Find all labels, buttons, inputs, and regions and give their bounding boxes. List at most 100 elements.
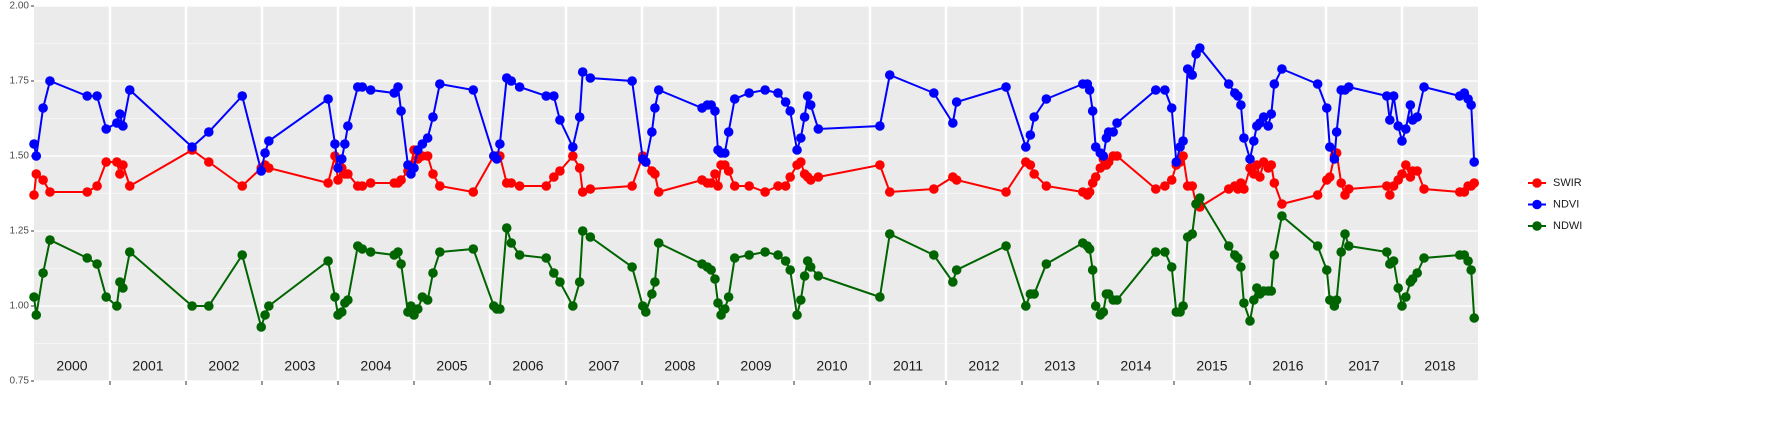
data-point [428, 169, 438, 179]
data-point [805, 262, 816, 272]
data-point [343, 121, 353, 131]
year-label: 2016 [1272, 358, 1303, 374]
data-point [204, 301, 214, 311]
data-point [720, 304, 730, 314]
data-point [929, 250, 939, 260]
data-point [729, 94, 740, 104]
data-point [577, 187, 588, 197]
data-point [1393, 121, 1403, 131]
data-point [710, 106, 720, 116]
data-point [1325, 172, 1335, 182]
legend-marker [1532, 221, 1542, 231]
data-point [1236, 262, 1246, 272]
data-point [393, 82, 403, 92]
data-point [541, 253, 552, 263]
data-point [568, 142, 578, 152]
data-point [1466, 100, 1476, 110]
data-point [1269, 250, 1280, 260]
data-point [1321, 265, 1332, 275]
data-point [333, 175, 343, 185]
data-point [549, 172, 559, 182]
data-point [706, 265, 716, 275]
data-point [723, 127, 734, 137]
data-point [92, 259, 102, 269]
y-tick-label: 1.75 [10, 76, 30, 87]
data-point [585, 232, 596, 242]
data-point [187, 301, 197, 311]
data-point [1239, 184, 1249, 194]
data-point [951, 97, 962, 107]
data-point [1233, 91, 1243, 101]
data-point [365, 178, 376, 188]
data-point [112, 301, 122, 311]
data-point [1021, 142, 1031, 152]
data-point [1397, 136, 1407, 146]
data-point [805, 175, 816, 185]
data-point [333, 163, 343, 173]
data-point [568, 151, 578, 161]
data-point [1344, 184, 1354, 194]
data-point [802, 91, 813, 101]
data-point [574, 163, 585, 173]
year-label: 2010 [816, 358, 847, 374]
data-point [875, 121, 885, 131]
data-point [1266, 286, 1277, 296]
data-point [653, 85, 664, 95]
data-point [45, 235, 55, 245]
data-point [875, 292, 885, 302]
data-point [1269, 79, 1280, 89]
data-point [1325, 142, 1335, 152]
data-point [1021, 301, 1031, 311]
year-label: 2012 [968, 358, 999, 374]
data-point [1160, 85, 1170, 95]
data-point [330, 139, 340, 149]
data-point [337, 307, 347, 317]
data-point [1150, 85, 1161, 95]
data-point [323, 178, 333, 188]
data-point [1166, 103, 1177, 113]
data-point [506, 178, 517, 188]
year-label: 2003 [284, 358, 315, 374]
data-point [785, 106, 795, 116]
data-point [799, 112, 810, 122]
data-point [813, 271, 824, 281]
data-point [760, 85, 770, 95]
data-point [1419, 253, 1429, 263]
data-point [1312, 190, 1323, 200]
data-point [1266, 160, 1277, 170]
data-point [650, 103, 660, 113]
data-point [574, 112, 585, 122]
data-point [1412, 112, 1422, 122]
data-point [1178, 301, 1188, 311]
data-point [1266, 109, 1277, 119]
data-point [337, 154, 347, 164]
y-tick-label: 0.75 [10, 376, 30, 387]
legend-marker [1532, 178, 1542, 188]
data-point [1277, 211, 1287, 221]
data-point [813, 124, 824, 134]
data-point [723, 166, 734, 176]
data-point [1236, 100, 1246, 110]
data-point [1393, 283, 1403, 293]
data-point [115, 109, 125, 119]
data-point [585, 184, 596, 194]
data-point [1195, 193, 1205, 203]
data-point [1312, 241, 1323, 251]
data-point [1108, 127, 1118, 137]
data-point [1258, 112, 1269, 122]
data-point [568, 301, 578, 311]
data-point [1269, 178, 1280, 188]
data-point [799, 271, 810, 281]
data-point [1001, 82, 1011, 92]
data-point [1385, 190, 1395, 200]
data-point [1112, 295, 1122, 305]
data-point [875, 160, 885, 170]
year-label: 2014 [1120, 358, 1151, 374]
data-point [1098, 151, 1109, 161]
data-point [29, 292, 39, 302]
data-point [713, 298, 723, 308]
year-label: 2006 [512, 358, 543, 374]
data-point [1084, 85, 1095, 95]
data-point [1178, 136, 1188, 146]
